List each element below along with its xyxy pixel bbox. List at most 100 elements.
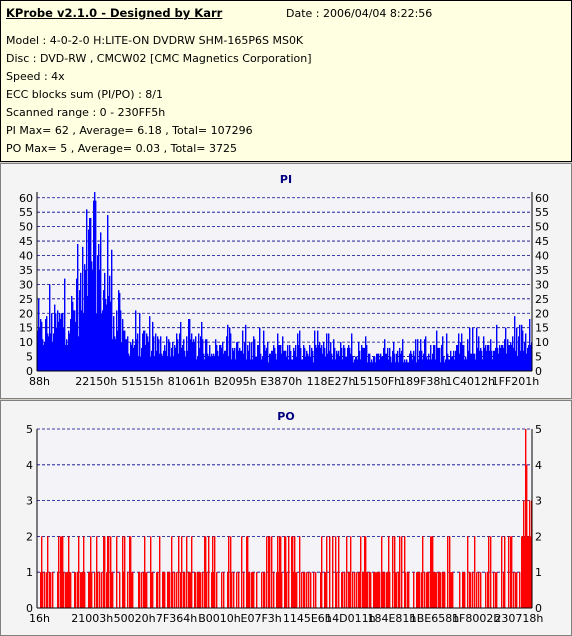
bar [268,536,270,608]
bar [442,336,444,371]
bar [348,572,350,608]
bar [292,359,294,371]
y-tick-label-right: 20 [535,307,549,320]
bar [40,319,42,371]
bar [110,536,112,608]
bar [444,572,446,608]
bar [428,572,430,608]
bar [367,362,369,371]
bar [145,345,147,371]
bar [43,345,45,371]
bar [225,350,227,371]
bar [172,572,174,608]
bar [377,572,379,608]
bar [478,336,480,371]
bar [74,310,76,371]
bar [265,350,267,371]
bar [86,209,88,371]
bar [282,336,284,371]
bar [528,536,530,608]
bar [464,572,466,608]
bar [329,350,331,371]
y-tick-label-right: 60 [535,192,549,205]
bar [402,339,404,371]
bar [520,350,522,371]
bar [223,572,225,608]
bar [356,572,358,608]
y-tick-label-right: 0 [535,365,542,378]
info-panel: KProbe v2.1.0 - Designed by Karr Date : … [0,0,572,162]
bar [332,536,334,608]
bar [313,362,315,371]
bar [107,536,109,608]
bar [168,339,170,371]
bar [511,345,513,371]
bar [204,359,206,371]
bar [233,350,235,371]
bar [182,345,184,371]
bar [428,353,430,371]
bar [200,336,202,371]
bar [186,536,188,608]
bar [150,356,152,371]
bar [127,572,129,608]
bar [295,572,297,608]
bar [251,342,253,371]
bar [453,350,455,371]
bar [432,536,434,608]
bar [156,572,158,608]
bar [409,353,411,371]
x-tick-label: 51515h [122,375,164,388]
bar [371,359,373,371]
bar [381,536,383,608]
bar [358,572,360,608]
bar [498,353,500,371]
y-tick-label-right: 4 [535,459,542,472]
bar [349,347,351,371]
bar [41,321,43,371]
bar [46,572,48,608]
bar [373,572,375,608]
bar [338,350,340,371]
bar [471,353,473,371]
y-tick-label-right: 50 [535,221,549,234]
bar [335,359,337,371]
bar [381,356,383,371]
bar [276,359,278,371]
bar [389,572,391,608]
bar [477,347,479,371]
bar [280,536,282,608]
bar [236,572,238,608]
bar [346,536,348,608]
bar [399,536,401,608]
x-tick-label: 1145E6h [283,612,332,625]
bar [304,347,306,371]
bar [434,572,436,608]
bar [288,359,290,371]
bar [60,319,62,371]
bar [505,327,507,371]
bar [206,572,208,608]
bar [223,353,225,371]
bar [104,536,106,608]
bar [68,330,70,371]
bar [158,339,160,371]
bar [71,295,73,371]
bar [125,339,127,371]
x-tick-label: 1F8002h [452,612,500,625]
bar [112,572,114,608]
bar [180,321,182,371]
bar [130,536,132,608]
bar [379,572,381,608]
bar [481,350,483,371]
bar [493,350,495,371]
y-tick-label-right: 40 [535,250,549,263]
y-tick-label-left: 15 [19,322,33,335]
bar [430,345,432,371]
bar [313,572,315,608]
bar [266,536,268,608]
bar [310,356,312,371]
bar [121,342,123,371]
bar [365,336,367,371]
bar [209,345,211,371]
